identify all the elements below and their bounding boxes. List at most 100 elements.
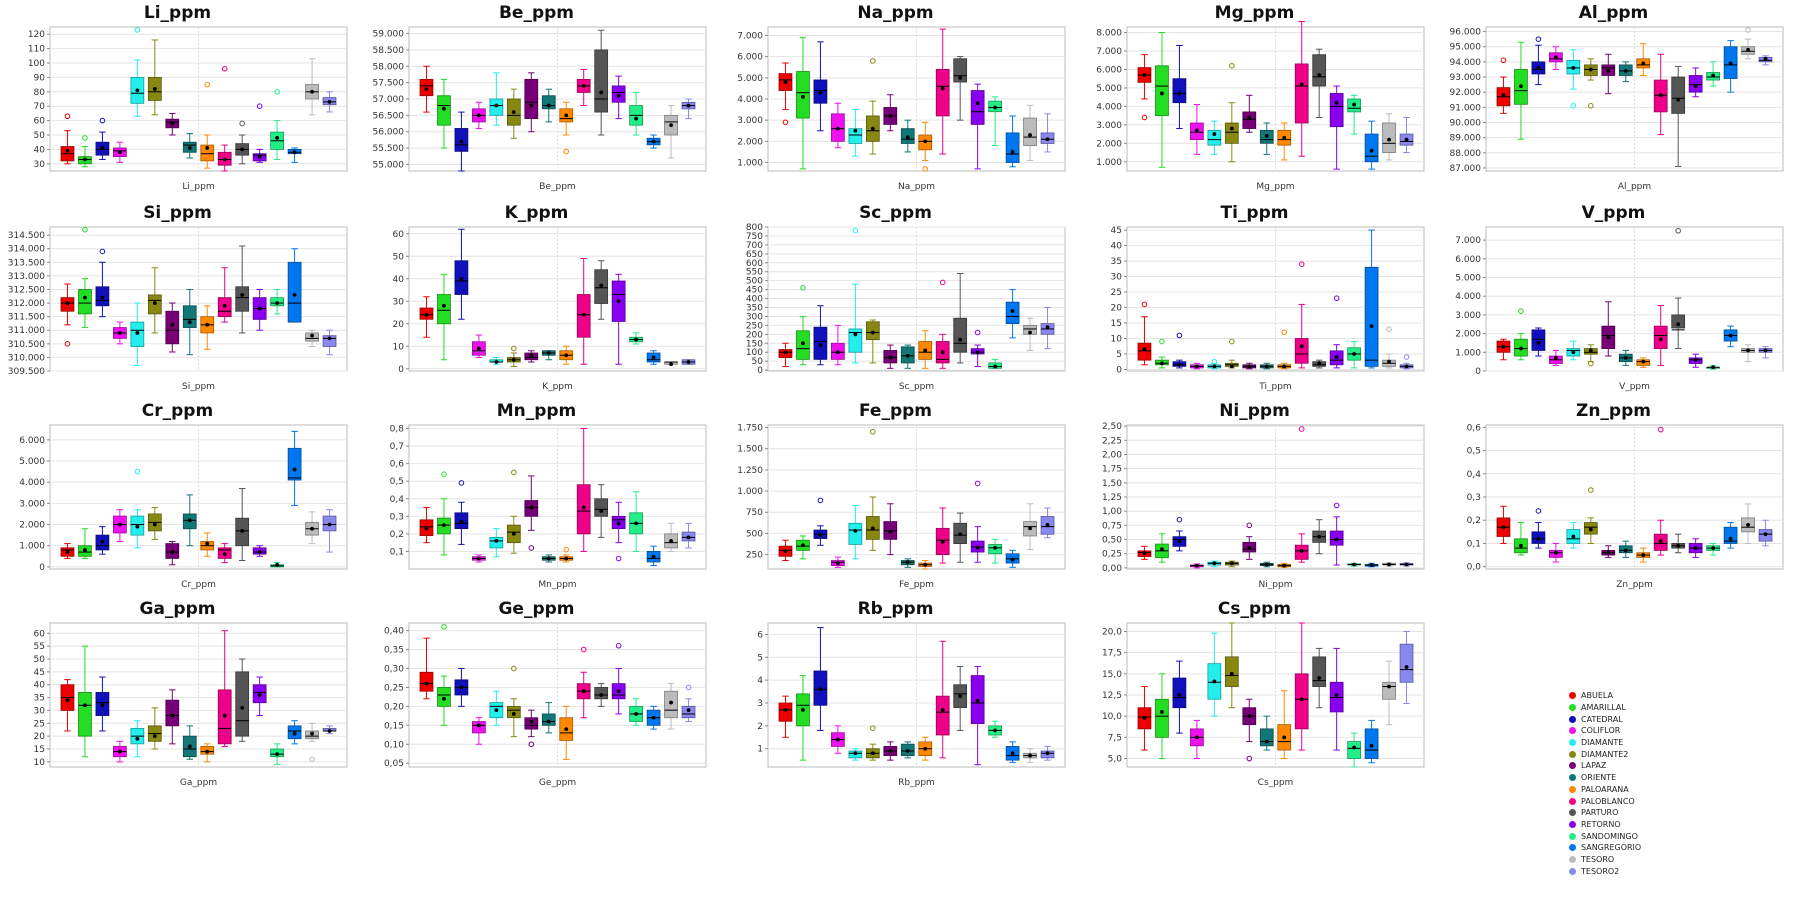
- mean-marker: [905, 749, 910, 753]
- mean-marker: [686, 360, 691, 364]
- outlier-marker: [817, 497, 824, 504]
- box: [287, 447, 302, 481]
- y-tick-label: 5.000: [1455, 273, 1481, 283]
- chart-panel: Al_ppm 87.000 88.000 89.000 90.000 91.000 92.0…: [1436, 0, 1791, 200]
- mean-marker: [1606, 69, 1611, 73]
- outlier-marker: [134, 468, 141, 475]
- mean-marker: [1334, 693, 1339, 697]
- y-tick-label: 750: [746, 232, 763, 242]
- legend-swatch: [1569, 820, 1576, 828]
- y-tick-label: 7,5: [1108, 733, 1122, 743]
- y-tick-label: 1.500: [737, 445, 763, 455]
- mean-marker: [651, 139, 656, 144]
- y-tick-label: 3.000: [1455, 311, 1481, 321]
- y-tick-label: 20: [1111, 304, 1123, 314]
- mean-marker: [1369, 743, 1374, 748]
- chart-title: Ga_ppm: [139, 599, 216, 619]
- mean-marker: [546, 556, 551, 561]
- y-tick-label: 15: [34, 745, 45, 755]
- outlier-marker: [221, 65, 228, 72]
- mean-marker: [117, 331, 122, 335]
- mean-marker: [1177, 693, 1182, 697]
- mean-marker: [529, 719, 534, 724]
- mean-marker: [1160, 547, 1164, 552]
- mean-marker: [1553, 356, 1558, 360]
- mean-marker: [1369, 324, 1374, 328]
- mean-marker: [459, 139, 464, 144]
- chart-panel: Cr_ppm 0 1.000 2.000 3.000 4.000 5.000 6.000 Cr_…: [0, 398, 355, 598]
- outlier-marker: [870, 428, 876, 435]
- y-tick-label: 0,00: [1102, 564, 1122, 574]
- outlier-marker: [99, 117, 106, 124]
- chart-title: V_ppm: [1581, 203, 1646, 223]
- mean-marker: [117, 150, 122, 155]
- y-tick-label: 80: [34, 88, 46, 98]
- y-tick-label: 15: [1111, 319, 1122, 329]
- mean-marker: [135, 331, 140, 335]
- mean-marker: [1536, 536, 1541, 541]
- outlier-marker: [685, 684, 692, 691]
- mean-marker: [310, 333, 314, 338]
- legend-label: TESORO2: [1581, 866, 1620, 876]
- y-tick-label: 87.000: [1450, 164, 1482, 174]
- mean-marker: [1763, 56, 1768, 61]
- mean-marker: [257, 306, 262, 311]
- mean-marker: [310, 731, 314, 736]
- mean-marker: [1676, 322, 1681, 327]
- box: [1312, 656, 1327, 687]
- y-tick-label: 3.000: [1096, 121, 1122, 131]
- y-tick-label: 7.000: [1455, 236, 1481, 246]
- mean-marker: [1229, 561, 1234, 566]
- y-tick-label: 313.000: [8, 272, 45, 282]
- chart-svg: 1 2 3 4 5 6 Rb_ppm: [757, 622, 1066, 788]
- x-axis-label: K_ppm: [542, 382, 573, 392]
- box: [1364, 728, 1379, 759]
- chart-svg: 0,00 0,25 0,50 0,75 1,00 1,25 1,50 1,75 2,00 2,25…: [1102, 422, 1425, 590]
- outlier-marker: [99, 248, 106, 255]
- mean-marker: [634, 712, 639, 716]
- mean-marker: [1404, 137, 1409, 142]
- y-tick-label: 0: [1475, 367, 1481, 377]
- y-tick-label: 6.000: [1096, 65, 1122, 75]
- chart-panel: Ga_ppm 10 15 20 25 30 35 40 45 50 55 60 Ga_ppm: [0, 596, 355, 796]
- y-tick-label: 40: [34, 145, 46, 155]
- legend-swatch: [1569, 762, 1576, 770]
- outlier-marker: [615, 555, 622, 562]
- x-axis-label: Sc_ppm: [899, 382, 934, 392]
- mean-marker: [1623, 69, 1628, 73]
- y-tick-label: 0: [1116, 365, 1122, 375]
- box: [778, 702, 793, 722]
- mean-marker: [1676, 97, 1681, 102]
- mean-marker: [923, 746, 928, 751]
- y-tick-label: 1.250: [737, 466, 763, 476]
- mean-marker: [888, 355, 893, 360]
- mean-marker: [958, 75, 963, 80]
- chart-svg: 0 10 20 30 40 50 60 K_ppm: [393, 226, 707, 392]
- y-tick-label: 7.000: [1096, 47, 1122, 57]
- outlier-marker: [563, 148, 570, 155]
- outlier-marker: [1229, 62, 1235, 69]
- mean-marker: [975, 545, 980, 550]
- y-tick-label: 45: [1111, 226, 1122, 236]
- outlier-marker: [974, 329, 981, 336]
- y-tick-label: 2.000: [1455, 330, 1481, 340]
- mean-marker: [1264, 364, 1269, 369]
- box: [848, 328, 863, 353]
- y-tick-label: 55.000: [373, 160, 405, 170]
- mean-marker: [494, 360, 499, 364]
- mean-marker: [975, 101, 980, 106]
- mean-marker: [1142, 551, 1147, 556]
- mean-marker: [1194, 128, 1199, 133]
- chart-title: Na_ppm: [857, 3, 934, 23]
- outlier-marker: [870, 58, 876, 64]
- legend-swatch: [1569, 692, 1576, 700]
- chart-title: Cs_ppm: [1217, 599, 1292, 619]
- mean-marker: [1264, 134, 1269, 138]
- outlier-marker: [1657, 426, 1664, 433]
- y-tick-label: 6: [757, 630, 763, 640]
- mean-marker: [187, 518, 192, 523]
- mean-marker: [100, 539, 105, 544]
- y-tick-label: 60: [393, 230, 405, 240]
- box: [322, 335, 337, 347]
- mean-marker: [1623, 356, 1628, 360]
